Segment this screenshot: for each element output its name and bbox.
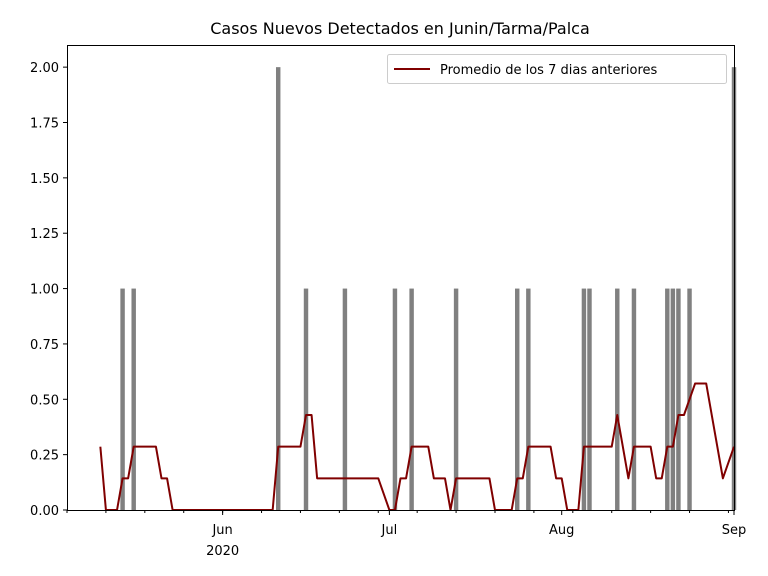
y-axis: 0.00 0.25 0.50 0.75 1.00 1.25 1.50 1.75 2.00 xyxy=(30,61,67,519)
bar-2020-08-14 xyxy=(631,288,637,510)
legend-box xyxy=(387,54,727,84)
bar-2020-07-02 xyxy=(392,288,398,510)
x-tick-label: Jul xyxy=(381,523,398,538)
x-tick-label: Aug xyxy=(549,523,574,538)
y-tick-label: 2.00 xyxy=(30,61,59,76)
x-axis: Jun 2020 Jul Aug Sep xyxy=(66,510,747,559)
y-tick-label: 1.50 xyxy=(30,172,59,187)
line-layer xyxy=(99,382,735,511)
x-tick-label: Jun xyxy=(211,523,232,538)
y-tick-label: 0.75 xyxy=(30,338,59,353)
bar-2020-07-05 xyxy=(409,288,414,510)
chart-title: Casos Nuevos Detectados en Junin/Tarma/P… xyxy=(210,19,590,38)
bar-2020-07-24 xyxy=(515,288,520,510)
legend-label: Promedio de los 7 dias anteriores xyxy=(440,63,657,78)
y-tick-label: 1.75 xyxy=(30,117,59,132)
y-tick-label: 0.00 xyxy=(30,504,59,519)
bar-2020-08-11 xyxy=(615,288,620,510)
bar-2020-08-20 xyxy=(665,288,670,510)
x-tick-label: Sep xyxy=(722,523,747,538)
plot-frame xyxy=(67,45,735,511)
average-line xyxy=(99,382,735,511)
legend: Promedio de los 7 dias anteriores xyxy=(387,54,727,84)
x-tick-sublabel: 2020 xyxy=(206,544,239,559)
bar-2020-08-05 xyxy=(581,288,587,510)
bar-2020-06-16 xyxy=(303,288,309,510)
bar-2020-08-22 xyxy=(676,288,681,510)
y-tick-label: 0.25 xyxy=(30,449,59,464)
bar-2020-07-13 xyxy=(453,288,459,510)
bar-2020-08-21 xyxy=(670,288,676,510)
bar-2020-08-06 xyxy=(587,288,592,510)
y-tick-label: 1.25 xyxy=(30,227,59,242)
bar-2020-06-11 xyxy=(275,67,281,511)
bar-2020-07-26 xyxy=(526,288,531,510)
bar-2020-05-14 xyxy=(120,288,125,510)
y-tick-label: 1.00 xyxy=(30,283,59,298)
bar-2020-05-16 xyxy=(131,288,136,510)
y-tick-label: 0.50 xyxy=(30,393,59,408)
bars-group xyxy=(120,67,737,511)
bar-2020-06-23 xyxy=(342,288,348,510)
